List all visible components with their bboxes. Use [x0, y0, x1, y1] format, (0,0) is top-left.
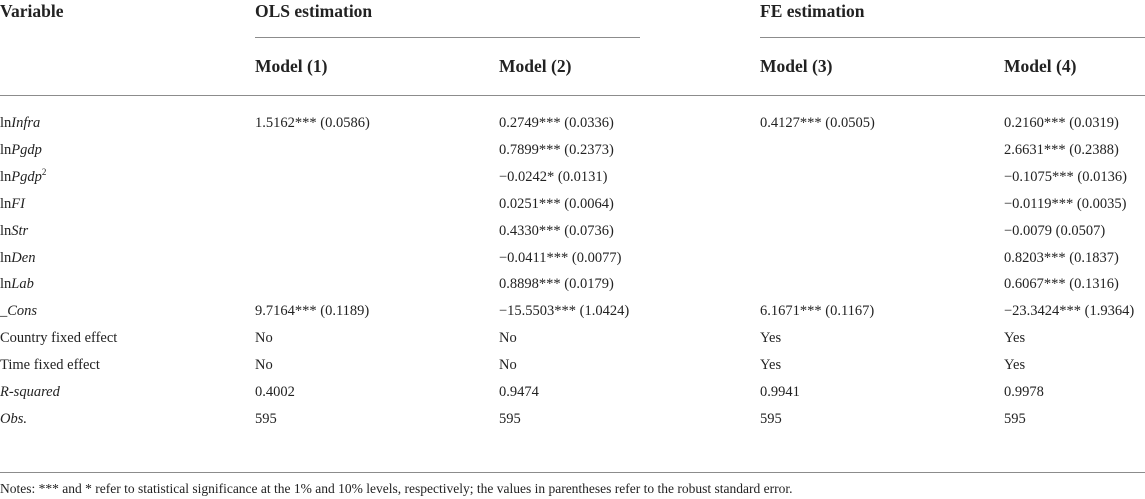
cell-model-4: 0.6067*** (0.1316): [1004, 276, 1119, 292]
cell-model-4: Yes: [1004, 357, 1026, 373]
row-label-variable: Infra: [11, 115, 41, 131]
cell-model-4: 0.9978: [1004, 384, 1044, 400]
row-label: lnPgdp2: [0, 168, 46, 186]
cell-model-2: −15.5503*** (1.0424): [499, 303, 630, 319]
row-label-prefix: Country fixed effect: [0, 330, 118, 346]
cell-model-3: 6.1671*** (0.1167): [760, 303, 875, 319]
cell-model-4: −0.0079 (0.0507): [1004, 223, 1106, 239]
cell-model-3: Yes: [760, 330, 782, 346]
cell-model-3: 595: [760, 411, 782, 427]
cell-model-4: Yes: [1004, 330, 1026, 346]
row-label-superscript: 2: [41, 167, 47, 177]
row-label-variable: Obs.: [0, 411, 27, 427]
cell-model-2: −0.0242* (0.0131): [499, 169, 608, 185]
cell-model-3: 0.4127*** (0.0505): [760, 115, 875, 131]
row-label-variable: Str: [11, 223, 29, 239]
header-model-3: Model (3): [760, 56, 833, 76]
cell-model-2: 0.9474: [499, 384, 539, 400]
header-model-2: Model (2): [499, 56, 572, 76]
cell-model-4: −0.1075*** (0.0136): [1004, 169, 1127, 185]
cell-model-2: −0.0411*** (0.0077): [499, 250, 622, 266]
row-label-variable: Pgdp: [11, 169, 42, 185]
row-label-prefix: ln: [0, 196, 12, 212]
cell-model-4: 0.2160*** (0.0319): [1004, 115, 1119, 131]
cell-model-4: 2.6631*** (0.2388): [1004, 142, 1119, 158]
row-label-prefix: ln: [0, 115, 12, 131]
cell-model-2: 595: [499, 411, 521, 427]
row-label-variable: R-squared: [0, 384, 60, 400]
cell-model-1: No: [255, 357, 273, 373]
row-label-prefix: ln: [0, 169, 12, 185]
header-variable: Variable: [0, 1, 64, 21]
row-label: Obs.: [0, 410, 27, 428]
cell-model-2: 0.8898*** (0.0179): [499, 276, 614, 292]
header-model-4: Model (4): [1004, 56, 1077, 76]
row-label-prefix: Time fixed effect: [0, 357, 100, 373]
cell-model-1: 9.7164*** (0.1189): [255, 303, 370, 319]
cell-model-2: No: [499, 330, 517, 346]
row-label: lnDen: [0, 249, 35, 267]
row-label: R-squared: [0, 383, 60, 401]
row-label: _Cons: [0, 302, 37, 320]
cell-model-4: 595: [1004, 411, 1026, 427]
row-label-prefix: _: [0, 303, 8, 319]
cell-model-2: No: [499, 357, 517, 373]
cell-model-2: 0.0251*** (0.0064): [499, 196, 614, 212]
header-bottom-rule: [0, 95, 1145, 96]
row-label: Country fixed effect: [0, 329, 117, 347]
row-label: lnFI: [0, 195, 25, 213]
row-label-prefix: ln: [0, 276, 12, 292]
header-fe-estimation: FE estimation: [760, 1, 865, 21]
fe-group-rule: [760, 37, 1145, 38]
cell-model-3: Yes: [760, 357, 782, 373]
row-label-variable: Lab: [11, 276, 34, 292]
cell-model-4: 0.8203*** (0.1837): [1004, 250, 1119, 266]
cell-model-4: −23.3424*** (1.9364): [1004, 303, 1135, 319]
row-label: lnPgdp: [0, 141, 42, 159]
cell-model-1: No: [255, 330, 273, 346]
cell-model-4: −0.0119*** (0.0035): [1004, 196, 1127, 212]
cell-model-1: 1.5162*** (0.0586): [255, 115, 370, 131]
row-label-prefix: ln: [0, 250, 12, 266]
header-model-1: Model (1): [255, 56, 328, 76]
row-label: lnStr: [0, 222, 28, 240]
ols-group-rule: [255, 37, 640, 38]
table-notes: Notes: *** and * refer to statistical si…: [0, 481, 793, 496]
cell-model-2: 0.2749*** (0.0336): [499, 115, 614, 131]
cell-model-3: 0.9941: [760, 384, 800, 400]
row-label: lnInfra: [0, 114, 40, 132]
row-label-prefix: ln: [0, 142, 12, 158]
cell-model-2: 0.7899*** (0.2373): [499, 142, 614, 158]
row-label-variable: Pgdp: [11, 142, 42, 158]
row-label: lnLab: [0, 275, 34, 293]
cell-model-2: 0.4330*** (0.0736): [499, 223, 614, 239]
cell-model-1: 0.4002: [255, 384, 295, 400]
row-label: Time fixed effect: [0, 356, 100, 374]
cell-model-1: 595: [255, 411, 277, 427]
table-bottom-rule: [0, 472, 1145, 473]
row-label-prefix: ln: [0, 223, 12, 239]
header-ols-estimation: OLS estimation: [255, 1, 373, 21]
row-label-variable: Den: [11, 250, 36, 266]
row-label-variable: FI: [11, 196, 25, 212]
row-label-variable: Cons: [7, 303, 38, 319]
